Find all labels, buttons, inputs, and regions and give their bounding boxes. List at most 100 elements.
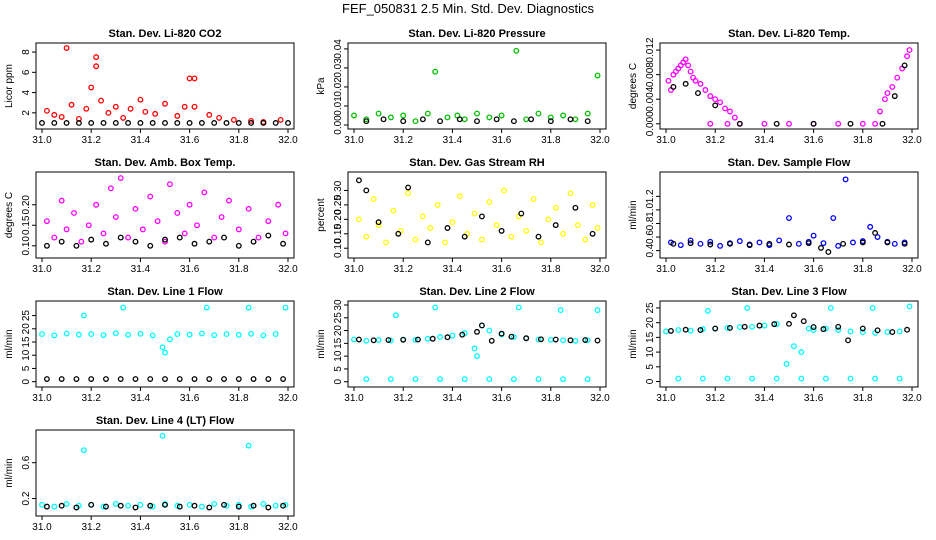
data-point bbox=[749, 375, 756, 382]
chart-panel-2: Stan. Dev. Li-820 Pressure 31.0 31.2 31.4 31… bbox=[316, 28, 610, 146]
data-point bbox=[486, 114, 493, 121]
data-point bbox=[786, 241, 792, 248]
data-point bbox=[125, 234, 132, 241]
data-point bbox=[71, 209, 77, 216]
chart-title: Stan. Dev. Sample Flow bbox=[728, 157, 851, 169]
data-point bbox=[162, 236, 168, 243]
data-point bbox=[112, 500, 119, 507]
data-point bbox=[675, 327, 682, 333]
data-point bbox=[869, 304, 876, 311]
data-point bbox=[400, 112, 407, 119]
y-axis-label: ml/min bbox=[316, 329, 327, 358]
data-point bbox=[250, 502, 257, 509]
y-tick-label: 0.20 bbox=[333, 209, 344, 229]
data-point bbox=[906, 303, 913, 310]
data-point bbox=[235, 331, 242, 338]
x-tick-label: 31.0 bbox=[32, 135, 52, 146]
data-point bbox=[103, 240, 109, 247]
chart-title: Stan. Dev. Li-820 Pressure bbox=[408, 28, 545, 40]
data-point bbox=[80, 312, 87, 319]
chart-title: Stan. Dev. Line 3 Flow bbox=[731, 286, 847, 298]
x-tick-label: 31.2 bbox=[705, 135, 725, 146]
series-reference bbox=[363, 116, 591, 125]
data-point bbox=[850, 239, 856, 246]
data-point bbox=[692, 77, 699, 84]
data-point bbox=[790, 343, 797, 350]
data-point bbox=[245, 205, 252, 212]
y-tick-label: 20 bbox=[21, 323, 32, 335]
data-point bbox=[663, 328, 669, 335]
data-point bbox=[117, 376, 124, 382]
data-point bbox=[773, 321, 780, 328]
data-point bbox=[872, 230, 879, 236]
data-point bbox=[221, 234, 227, 241]
data-point bbox=[444, 334, 451, 341]
series-primary bbox=[667, 176, 908, 249]
data-point bbox=[478, 213, 485, 220]
data-point bbox=[773, 375, 780, 382]
data-point bbox=[277, 116, 284, 123]
data-point bbox=[75, 120, 82, 126]
x-tick-label: 31.6 bbox=[804, 264, 824, 275]
data-point bbox=[390, 207, 397, 214]
data-point bbox=[230, 116, 237, 123]
series-primary bbox=[663, 303, 913, 382]
data-point bbox=[265, 232, 272, 239]
data-point bbox=[697, 240, 704, 247]
data-point bbox=[444, 114, 451, 121]
series-primary bbox=[351, 304, 601, 383]
data-point bbox=[724, 325, 731, 331]
y-tick-label: 0.2 bbox=[21, 491, 32, 505]
data-point bbox=[798, 375, 805, 382]
data-point bbox=[904, 326, 911, 333]
data-point bbox=[584, 376, 591, 383]
data-point bbox=[383, 239, 389, 246]
data-point bbox=[112, 103, 119, 110]
x-tick-label: 31.4 bbox=[131, 264, 151, 275]
x-tick-label: 31.6 bbox=[804, 135, 824, 146]
y-tick-label: 0.15 bbox=[21, 215, 32, 235]
data-point bbox=[847, 375, 854, 382]
data-point bbox=[884, 329, 891, 336]
x-tick-label: 32.0 bbox=[902, 264, 922, 275]
plot-frame bbox=[659, 300, 919, 388]
data-point bbox=[510, 118, 517, 125]
data-point bbox=[724, 375, 731, 382]
data-point bbox=[810, 324, 817, 331]
data-point bbox=[73, 242, 80, 249]
data-point bbox=[218, 214, 225, 221]
series-primary bbox=[39, 432, 289, 510]
chart-title: Stan. Dev. Li-820 CO2 bbox=[109, 28, 222, 40]
data-point bbox=[405, 190, 412, 197]
data-point bbox=[474, 353, 480, 360]
data-point bbox=[260, 332, 267, 339]
data-point bbox=[424, 110, 431, 117]
data-point bbox=[132, 238, 139, 245]
x-tick-label: 31.2 bbox=[393, 393, 413, 404]
data-point bbox=[375, 219, 382, 226]
data-point bbox=[442, 239, 448, 246]
x-tick-label: 31.8 bbox=[229, 393, 249, 404]
x-tick-label: 32.0 bbox=[590, 393, 610, 404]
data-point bbox=[498, 227, 505, 234]
data-point bbox=[250, 238, 257, 245]
x-tick-label: 32.0 bbox=[278, 135, 298, 146]
y-axis-label: ml/min bbox=[4, 458, 15, 487]
x-tick-label: 31.2 bbox=[81, 393, 101, 404]
data-point bbox=[73, 504, 80, 511]
data-point bbox=[63, 330, 70, 337]
data-point bbox=[486, 376, 493, 383]
data-point bbox=[117, 175, 124, 182]
data-point bbox=[51, 120, 58, 126]
data-point bbox=[702, 87, 709, 93]
data-point bbox=[582, 337, 589, 343]
x-tick-label: 31.4 bbox=[755, 393, 775, 404]
data-point bbox=[437, 118, 444, 125]
data-point bbox=[63, 500, 70, 507]
data-point bbox=[528, 116, 535, 123]
y-axis-label: percent bbox=[316, 198, 327, 232]
data-point bbox=[272, 502, 279, 509]
data-point bbox=[107, 185, 114, 192]
data-point bbox=[670, 240, 677, 247]
plot-frame bbox=[659, 42, 919, 130]
